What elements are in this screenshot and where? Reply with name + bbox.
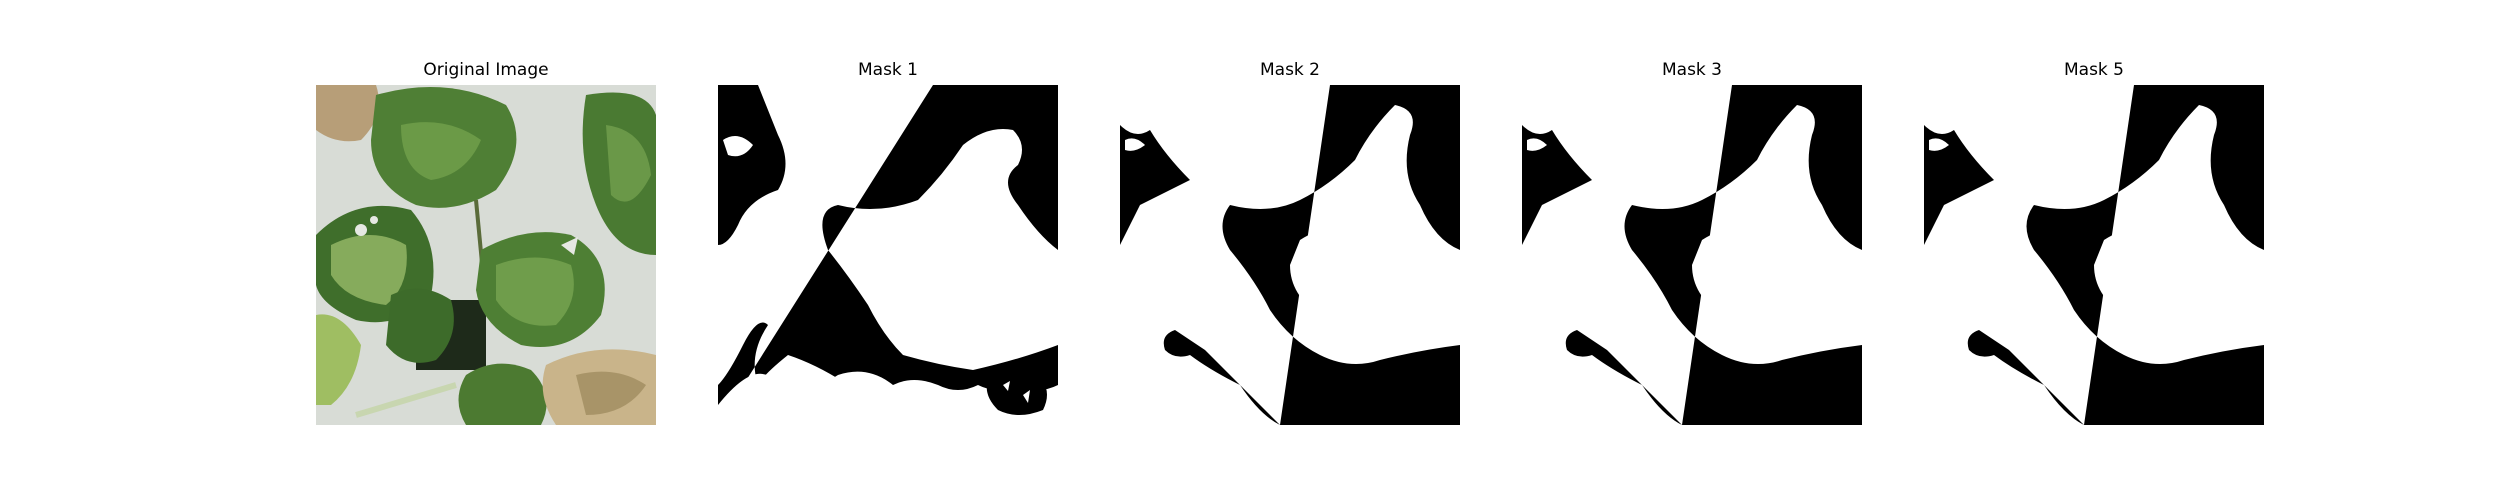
original-image-panel: Original Image — [316, 59, 656, 425]
mask-1-panel: Mask 1 — [718, 59, 1058, 425]
panel-title: Mask 5 — [2063, 60, 2124, 80]
mask-3-image — [1522, 85, 1862, 425]
mask-2-image — [1120, 85, 1460, 425]
mask-5-image — [1924, 85, 2264, 425]
panel-title: Mask 3 — [1661, 60, 1722, 80]
panel-title: Original Image — [423, 60, 549, 80]
panel-title: Mask 2 — [1259, 60, 1320, 80]
panel-title: Mask 1 — [857, 60, 918, 80]
mask-2-panel: Mask 2 — [1120, 59, 1460, 425]
mask-3-panel: Mask 3 — [1522, 59, 1862, 425]
original-image — [316, 85, 656, 425]
mask-1-image — [718, 85, 1058, 425]
mask-5-panel: Mask 5 — [1924, 59, 2264, 425]
